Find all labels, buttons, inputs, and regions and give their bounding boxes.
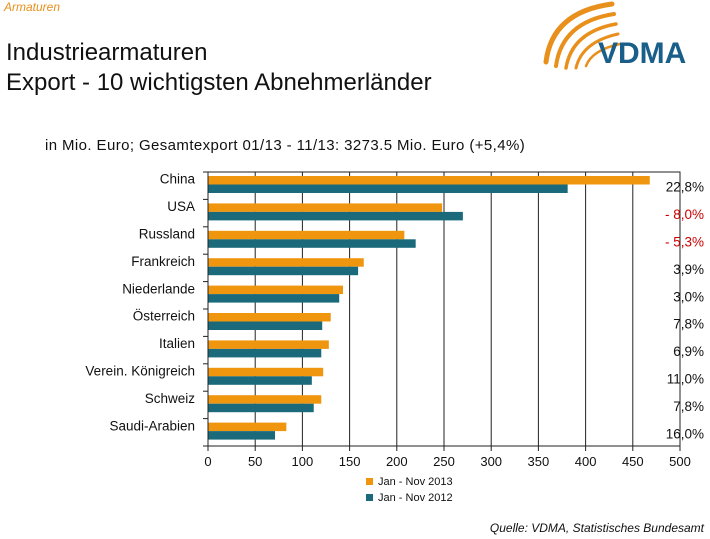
- x-tick-label: 500: [669, 454, 691, 469]
- bar-layer: [208, 176, 650, 440]
- x-tick-label: 300: [480, 454, 502, 469]
- bar-2012: [208, 348, 322, 358]
- page-title: Industriearmaturen Export - 10 wichtigst…: [6, 38, 432, 98]
- legend: Jan - Nov 2013 Jan - Nov 2012: [366, 476, 453, 504]
- change-label: - 5,3%: [665, 235, 704, 250]
- bar-2013: [208, 367, 324, 377]
- x-tick-label: 250: [433, 454, 455, 469]
- change-label: 22,8%: [666, 180, 704, 195]
- chart-subtitle: in Mio. Euro; Gesamtexport 01/13 - 11/13…: [45, 137, 526, 154]
- change-label: 16,0%: [666, 426, 704, 441]
- bar-2013: [208, 340, 329, 349]
- bar-2012: [208, 211, 463, 221]
- change-label: 6,9%: [673, 344, 704, 359]
- change-label: 7,8%: [673, 317, 704, 332]
- x-tick-label: 150: [339, 454, 361, 469]
- bar-2012: [208, 266, 359, 276]
- category-label: Österreich: [133, 309, 195, 324]
- bar-2013: [208, 313, 331, 322]
- x-tick-label: 100: [292, 454, 314, 469]
- title-line-1: Industriearmaturen: [6, 39, 208, 66]
- category-label: Saudi-Arabien: [109, 418, 195, 433]
- x-tick-label: 350: [528, 454, 550, 469]
- bar-2013: [208, 258, 364, 267]
- bar-2012: [208, 403, 314, 413]
- bar-2012: [208, 294, 340, 303]
- x-tick-label: 0: [204, 454, 211, 469]
- change-label: 7,8%: [673, 399, 704, 414]
- category-label: China: [160, 172, 196, 187]
- category-label: Russland: [139, 227, 195, 242]
- change-label: 3,9%: [673, 262, 704, 277]
- axis-layer: 0 50 100 150 200 250 300 350 400 450 500: [203, 171, 691, 469]
- category-label: Verein. Königreich: [85, 364, 195, 379]
- bar-2013: [208, 176, 650, 185]
- legend-label: Jan - Nov 2013: [378, 476, 453, 488]
- bar-2013: [208, 422, 287, 432]
- vdma-logo: VDMA: [543, 1, 686, 70]
- x-tick-label: 450: [622, 454, 644, 469]
- bar-2013: [208, 230, 405, 240]
- bar-2013: [208, 203, 443, 212]
- source-note: Quelle: VDMA, Statistisches Bundesamt: [489, 521, 704, 535]
- category-label: Schweiz: [145, 391, 196, 406]
- change-label: - 8,0%: [665, 207, 704, 222]
- bar-2012: [208, 431, 276, 440]
- bar-2012: [208, 184, 568, 193]
- change-label: 3,0%: [673, 289, 704, 304]
- logo-arcs-icon: [543, 1, 622, 70]
- category-label: Italien: [159, 336, 195, 351]
- title-line-2: Export - 10 wichtigsten Abnehmerländer: [6, 69, 432, 96]
- label-layer: China 22,8% USA - 8,0% Russland - 5,3% Frankre…: [85, 172, 704, 442]
- x-tick-label: 200: [386, 454, 408, 469]
- legend-label: Jan - Nov 2012: [378, 492, 453, 504]
- x-tick-label: 50: [248, 454, 262, 469]
- bar-2012: [208, 376, 312, 385]
- bar-2012: [208, 321, 323, 330]
- category-label: Niederlande: [122, 281, 195, 296]
- bar-2012: [208, 239, 416, 248]
- logo-text: VDMA: [598, 37, 686, 70]
- legend-swatch: [366, 478, 373, 485]
- bar-2013: [208, 395, 322, 404]
- category-label: USA: [167, 199, 195, 214]
- change-label: 11,0%: [667, 372, 704, 387]
- section-label: Armaturen: [4, 0, 61, 14]
- x-tick-label: 400: [575, 454, 597, 469]
- legend-swatch: [366, 494, 373, 501]
- bar-2013: [208, 285, 343, 295]
- category-label: Frankreich: [131, 254, 195, 269]
